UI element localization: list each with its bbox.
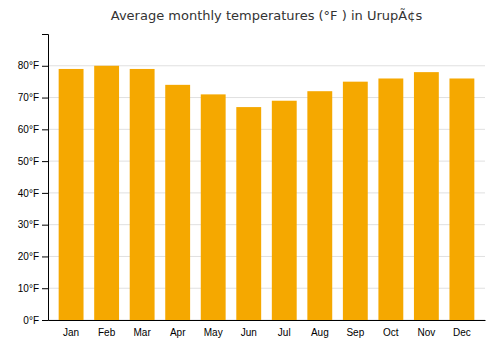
bar <box>272 101 297 320</box>
bar <box>449 78 474 320</box>
x-tick: Mar <box>134 327 152 338</box>
x-tick-label: Nov <box>417 327 435 338</box>
plot: 0°F 10°F 20°F 30°F 40°F 50°F 60°F 70°F 80°F Jan Fe… <box>18 35 486 339</box>
bar <box>201 94 226 320</box>
y-tick-mark <box>42 256 48 257</box>
x-tick: Jan <box>63 327 79 338</box>
y-tick-label: 20°F <box>18 251 39 262</box>
x-tick: Aug <box>311 327 329 338</box>
x-tick: Apr <box>170 327 186 338</box>
y-tick-label: 30°F <box>18 219 39 230</box>
x-tick: Feb <box>98 327 116 338</box>
y-tick: 70°F <box>18 92 48 103</box>
bar <box>307 91 332 320</box>
bar <box>414 72 439 320</box>
y-tick: 0°F <box>23 315 48 326</box>
bars <box>59 66 475 320</box>
y-tick-label: 70°F <box>18 92 39 103</box>
bar <box>236 107 261 320</box>
y-axis: 0°F 10°F 20°F 30°F 40°F 50°F 60°F 70°F 80°F <box>18 35 49 326</box>
chart: 0°F 10°F 20°F 30°F 40°F 50°F 60°F 70°F 80°F Jan Fe… <box>0 0 500 350</box>
x-tick-label: Mar <box>134 327 152 338</box>
x-tick: Jun <box>241 327 257 338</box>
y-tick: 80°F <box>18 60 48 71</box>
y-tick-mark <box>42 129 48 130</box>
y-tick: 60°F <box>18 124 48 135</box>
bar <box>378 78 403 320</box>
x-axis: Jan Feb Mar Apr May Jun Jul Aug Sep Oct Nov Dec <box>49 321 486 339</box>
y-tick-mark <box>42 193 48 194</box>
y-tick-label: 0°F <box>23 315 39 326</box>
y-tick-mark <box>42 161 48 162</box>
x-tick: Nov <box>417 327 435 338</box>
x-tick: Sep <box>346 327 364 338</box>
y-tick: 50°F <box>18 156 48 167</box>
y-tick-label: 60°F <box>18 124 39 135</box>
x-tick: May <box>204 327 223 338</box>
grid <box>48 66 485 320</box>
x-tick-label: Aug <box>311 327 329 338</box>
title: Average monthly temperatures (°F ) in Ur… <box>111 8 423 23</box>
y-tick-mark <box>42 225 48 226</box>
y-tick-mark <box>42 320 48 321</box>
x-tick-label: Feb <box>98 327 116 338</box>
bar <box>130 69 155 320</box>
x-tick-label: Jul <box>278 327 291 338</box>
y-tick-label: 80°F <box>18 60 39 71</box>
x-tick: Dec <box>453 327 471 338</box>
y-tick-label: 10°F <box>18 283 39 294</box>
y-tick-label: 40°F <box>18 188 39 199</box>
y-tick-mark <box>42 98 48 99</box>
x-tick-label: Oct <box>383 327 399 338</box>
x-tick-label: Dec <box>453 327 471 338</box>
x-tick-label: Jun <box>241 327 257 338</box>
x-tick-label: Jan <box>63 327 79 338</box>
x-tick-label: Sep <box>346 327 364 338</box>
x-axis-line <box>49 320 486 321</box>
bar <box>165 85 190 320</box>
bar <box>94 66 119 320</box>
y-tick-mark <box>42 288 48 289</box>
bar <box>343 82 368 320</box>
y-tick: 20°F <box>18 251 48 262</box>
x-tick-label: Apr <box>170 327 186 338</box>
y-tick-label: 50°F <box>18 156 39 167</box>
y-tick-mark <box>42 66 48 67</box>
y-tick: 40°F <box>18 188 48 199</box>
x-tick-label: May <box>204 327 223 338</box>
y-axis-line <box>42 35 49 321</box>
y-tick: 30°F <box>18 219 48 230</box>
y-tick: 10°F <box>18 283 48 294</box>
bar <box>59 69 84 320</box>
x-tick: Oct <box>383 327 399 338</box>
x-tick: Jul <box>278 327 291 338</box>
